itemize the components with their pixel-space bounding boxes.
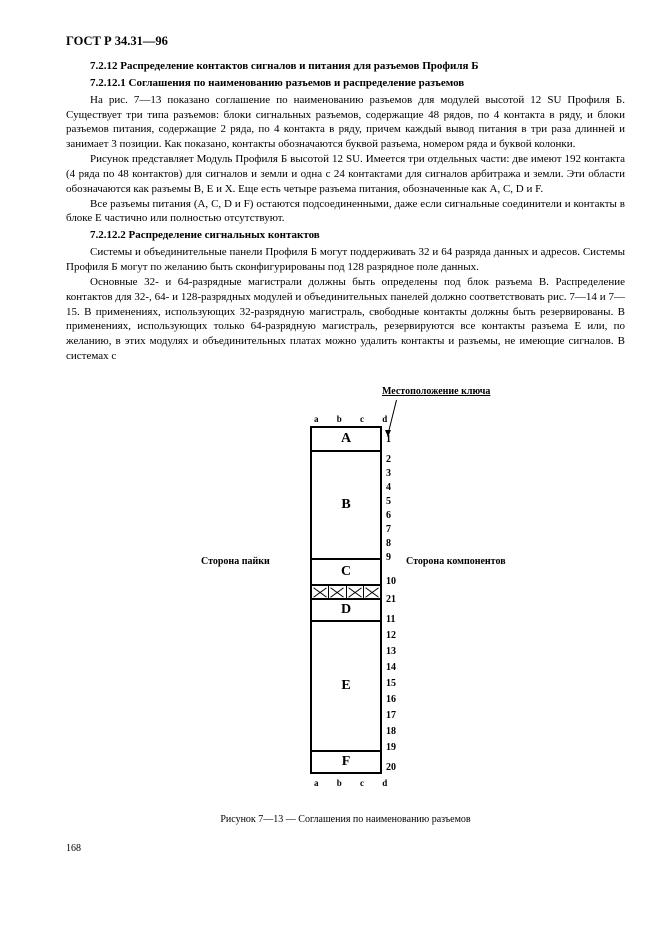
column-letters-top: a b c d [314,414,395,424]
block-b: B [312,450,380,560]
connector-block: A B C D E F [310,426,382,774]
row-num: 4 [386,482,391,493]
row-num: 3 [386,468,391,479]
block-a: A [312,426,380,450]
components-side-label: Сторона компонентов [406,556,506,567]
row-num: 12 [386,630,396,641]
row-num: 16 [386,694,396,705]
row-num: 19 [386,742,396,753]
key-location-label: Местоположение ключа [382,386,490,397]
row-num: 8 [386,538,391,549]
section-7-2-12-1-title: 7.2.12.1 Соглашения по наименованию разъ… [66,76,625,91]
paragraph-2: Рисунок представляет Модуль Профиля Б вы… [66,152,625,197]
row-num: 1 [386,434,391,445]
page: ГОСТ Р 34.31—96 7.2.12 Распределение кон… [0,0,661,874]
block-e: E [312,622,380,750]
page-number: 168 [66,843,625,854]
row-num: 6 [386,510,391,521]
row-num: 7 [386,524,391,535]
section-7-2-12-title: 7.2.12 Распределение контактов сигналов … [66,59,625,74]
paragraph-5: Основные 32- и 64-разрядные магистрали д… [66,275,625,364]
block-d: D [312,598,380,622]
row-num: 5 [386,496,391,507]
row-num: 14 [386,662,396,673]
row-num: 18 [386,726,396,737]
soldering-side-label: Сторона пайки [201,556,270,567]
row-num: 17 [386,710,396,721]
section-7-2-12-2-title: 7.2.12.2 Распределение сигнальных контак… [66,228,625,243]
row-num: 11 [386,614,395,625]
row-num: 21 [386,594,396,605]
paragraph-4: Системы и объединительные панели Профиля… [66,245,625,275]
block-x [312,584,380,598]
row-num: 13 [386,646,396,657]
column-letters-bottom: a b c d [314,778,395,788]
block-c: C [312,560,380,584]
row-num: 10 [386,576,396,587]
x-hatch-icon [312,586,380,598]
paragraph-3: Все разъемы питания (A, C, D и F) остают… [66,197,625,227]
block-f: F [312,750,380,774]
figure-7-13: Местоположение ключа a b c d Сторона пай… [66,386,625,806]
row-num: 9 [386,552,391,563]
document-header: ГОСТ Р 34.31—96 [66,34,625,49]
figure-caption: Рисунок 7—13 — Соглашения по наименовани… [66,814,625,825]
paragraph-1: На рис. 7—13 показано соглашение по наим… [66,93,625,152]
row-num: 2 [386,454,391,465]
row-num: 15 [386,678,396,689]
row-num: 20 [386,762,396,773]
